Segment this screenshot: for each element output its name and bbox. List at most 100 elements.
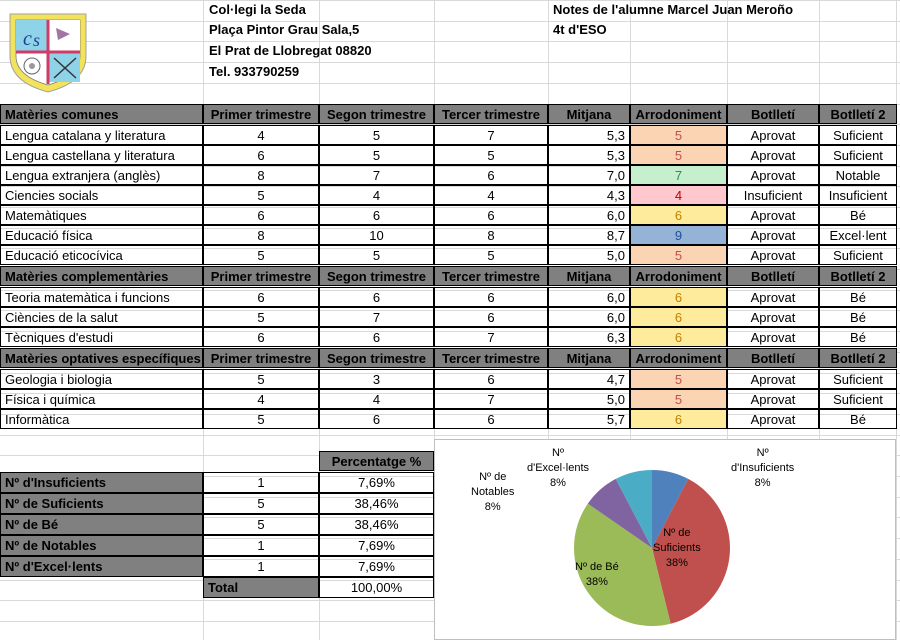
rounded-grade[interactable]: 5 [630,245,727,265]
average-grade[interactable]: 6,0 [548,287,630,307]
bulletin-result[interactable]: Aprovat [727,287,819,307]
term1-grade[interactable]: 6 [203,327,319,347]
term3-grade[interactable]: 6 [434,307,548,327]
term3-grade[interactable]: 8 [434,225,548,245]
summary-count[interactable]: 5 [203,514,319,535]
subject-name[interactable]: Lengua catalana y literatura [0,125,203,145]
rounded-grade[interactable]: 5 [630,389,727,409]
rounded-grade[interactable]: 6 [630,205,727,225]
summary-count[interactable]: 1 [203,535,319,556]
bulletin-result[interactable]: Aprovat [727,307,819,327]
average-grade[interactable]: 7,0 [548,165,630,185]
bulletin-result[interactable]: Insuficient [727,185,819,205]
average-grade[interactable]: 6,0 [548,205,630,225]
term2-grade[interactable]: 5 [319,145,434,165]
term1-grade[interactable]: 5 [203,307,319,327]
pie-slice[interactable] [574,503,671,626]
summary-percent[interactable]: 38,46% [319,493,434,514]
term1-grade[interactable]: 8 [203,225,319,245]
average-grade[interactable]: 5,0 [548,245,630,265]
rounded-grade[interactable]: 6 [630,327,727,347]
term3-grade[interactable]: 7 [434,389,548,409]
average-grade[interactable]: 8,7 [548,225,630,245]
subject-name[interactable]: Tècniques d'estudi [0,327,203,347]
term3-grade[interactable]: 6 [434,165,548,185]
rounded-grade[interactable]: 4 [630,185,727,205]
term1-grade[interactable]: 5 [203,409,319,429]
bulletin-grade[interactable]: Suficient [819,125,897,145]
average-grade[interactable]: 4,3 [548,185,630,205]
term2-grade[interactable]: 4 [319,185,434,205]
rounded-grade[interactable]: 6 [630,287,727,307]
term3-grade[interactable]: 5 [434,145,548,165]
average-grade[interactable]: 5,0 [548,389,630,409]
term3-grade[interactable]: 6 [434,369,548,389]
average-grade[interactable]: 6,0 [548,307,630,327]
summary-percent[interactable]: 7,69% [319,535,434,556]
subject-name[interactable]: Ciències de la salut [0,307,203,327]
subject-name[interactable]: Teoria matemàtica i funcions [0,287,203,307]
summary-count[interactable]: 1 [203,472,319,493]
bulletin-grade[interactable]: Notable [819,165,897,185]
bulletin-result[interactable]: Aprovat [727,369,819,389]
term1-grade[interactable]: 6 [203,205,319,225]
term1-grade[interactable]: 4 [203,389,319,409]
bulletin-grade[interactable]: Suficient [819,389,897,409]
bulletin-result[interactable]: Aprovat [727,327,819,347]
term2-grade[interactable]: 7 [319,165,434,185]
average-grade[interactable]: 4,7 [548,369,630,389]
bulletin-result[interactable]: Aprovat [727,225,819,245]
bulletin-result[interactable]: Aprovat [727,145,819,165]
summary-count[interactable]: 5 [203,493,319,514]
rounded-grade[interactable]: 5 [630,145,727,165]
bulletin-result[interactable]: Aprovat [727,125,819,145]
term1-grade[interactable]: 6 [203,287,319,307]
summary-percent[interactable]: 38,46% [319,514,434,535]
bulletin-grade[interactable]: Insuficient [819,185,897,205]
subject-name[interactable]: Física i química [0,389,203,409]
term3-grade[interactable]: 5 [434,245,548,265]
rounded-grade[interactable]: 5 [630,369,727,389]
average-grade[interactable]: 5,3 [548,125,630,145]
bulletin-grade[interactable]: Bé [819,409,897,429]
term3-grade[interactable]: 7 [434,327,548,347]
average-grade[interactable]: 5,7 [548,409,630,429]
pie-slice[interactable] [652,470,689,548]
bulletin-grade[interactable]: Suficient [819,245,897,265]
term1-grade[interactable]: 5 [203,245,319,265]
bulletin-result[interactable]: Aprovat [727,245,819,265]
rounded-grade[interactable]: 6 [630,409,727,429]
pie-chart[interactable]: Nº d'Insuficients 8% Nº de Suficients 38% Nº d… [434,439,896,640]
summary-percent[interactable]: 7,69% [319,472,434,493]
term3-grade[interactable]: 7 [434,125,548,145]
subject-name[interactable]: Matemàtiques [0,205,203,225]
bulletin-grade[interactable]: Bé [819,287,897,307]
term1-grade[interactable]: 8 [203,165,319,185]
subject-name[interactable]: Informàtica [0,409,203,429]
term2-grade[interactable]: 6 [319,409,434,429]
pie-slice[interactable] [587,478,652,548]
term1-grade[interactable]: 6 [203,145,319,165]
term2-grade[interactable]: 6 [319,205,434,225]
average-grade[interactable]: 6,3 [548,327,630,347]
bulletin-grade[interactable]: Suficient [819,369,897,389]
subject-name[interactable]: Geologia i biologia [0,369,203,389]
total-percent[interactable]: 100,00% [319,577,434,598]
term3-grade[interactable]: 4 [434,185,548,205]
term2-grade[interactable]: 5 [319,245,434,265]
subject-name[interactable]: Lengua extranjera (anglès) [0,165,203,185]
term2-grade[interactable]: 7 [319,307,434,327]
bulletin-result[interactable]: Aprovat [727,205,819,225]
bulletin-grade[interactable]: Suficient [819,145,897,165]
bulletin-grade[interactable]: Bé [819,307,897,327]
term2-grade[interactable]: 6 [319,327,434,347]
pie-slice[interactable] [615,470,652,548]
rounded-grade[interactable]: 6 [630,307,727,327]
term3-grade[interactable]: 6 [434,409,548,429]
term1-grade[interactable]: 4 [203,125,319,145]
term1-grade[interactable]: 5 [203,369,319,389]
rounded-grade[interactable]: 9 [630,225,727,245]
pie-slice[interactable] [652,478,730,624]
rounded-grade[interactable]: 7 [630,165,727,185]
bulletin-grade[interactable]: Bé [819,205,897,225]
